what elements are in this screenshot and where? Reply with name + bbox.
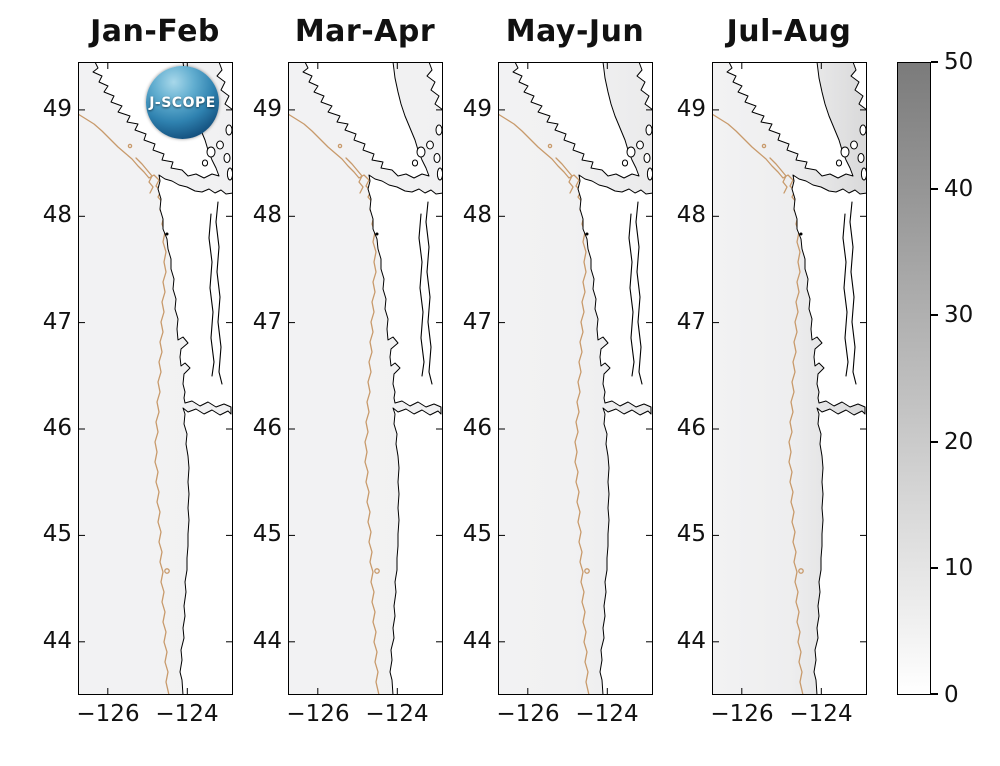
colorbar-tick-label: 30 [944,302,974,328]
colorbar-tick-label: 40 [944,176,974,202]
jscope-logo-label: J-SCOPE [149,94,216,111]
x-tick-label: −124 [365,701,429,727]
colorbar-tick [931,567,938,569]
y-tick-label: 46 [462,415,492,441]
x-tick-label: −124 [155,701,219,727]
y-tick-label: 47 [462,309,492,335]
coast-map-svg [78,62,233,695]
y-tick-label: 44 [42,628,72,654]
colorbar-tick [931,188,938,190]
colorbar-tick-label: 0 [944,682,959,708]
x-tick-label: −126 [76,701,140,727]
y-tick-label: 45 [252,521,282,547]
colorbar-tick-label: 50 [944,49,974,75]
coast-map-svg [712,62,867,695]
jscope-logo: J-SCOPE [146,66,219,139]
y-tick-label: 47 [42,309,72,335]
panel-title-may-jun: May-Jun [505,14,645,49]
y-tick-label: 47 [252,309,282,335]
colorbar [897,62,931,695]
colorbar-tick [931,441,938,443]
y-tick-label: 44 [462,628,492,654]
y-tick-label: 49 [252,96,282,122]
y-tick-label: 44 [676,628,706,654]
y-tick-label: 46 [252,415,282,441]
panel-title-mar-apr: Mar-Apr [294,14,436,49]
y-tick-label: 45 [676,521,706,547]
colorbar-tick [931,61,938,63]
y-tick-label: 48 [462,202,492,228]
coast-map-svg [498,62,653,695]
x-tick-label: −124 [575,701,639,727]
map-panel-jul-aug [712,62,867,695]
map-panel-jan-feb [78,62,233,695]
colorbar-tick-label: 10 [944,555,974,581]
y-tick-label: 44 [252,628,282,654]
colorbar-tick-label: 20 [944,429,974,455]
x-tick-label: −124 [789,701,853,727]
y-tick-label: 45 [462,521,492,547]
coast-map-svg [288,62,443,695]
map-panel-may-jun [498,62,653,695]
colorbar-tick [931,314,938,316]
y-tick-label: 49 [462,96,492,122]
y-tick-label: 49 [42,96,72,122]
y-tick-label: 46 [42,415,72,441]
y-tick-label: 47 [676,309,706,335]
x-tick-label: −126 [286,701,350,727]
colorbar-tick [931,693,938,695]
y-tick-label: 49 [676,96,706,122]
panel-title-jul-aug: Jul-Aug [726,14,852,49]
y-tick-label: 48 [252,202,282,228]
y-tick-label: 46 [676,415,706,441]
panel-title-jan-feb: Jan-Feb [90,14,220,49]
y-tick-label: 48 [676,202,706,228]
x-tick-label: −126 [496,701,560,727]
x-tick-label: −126 [710,701,774,727]
y-tick-label: 48 [42,202,72,228]
y-tick-label: 45 [42,521,72,547]
map-panel-mar-apr [288,62,443,695]
